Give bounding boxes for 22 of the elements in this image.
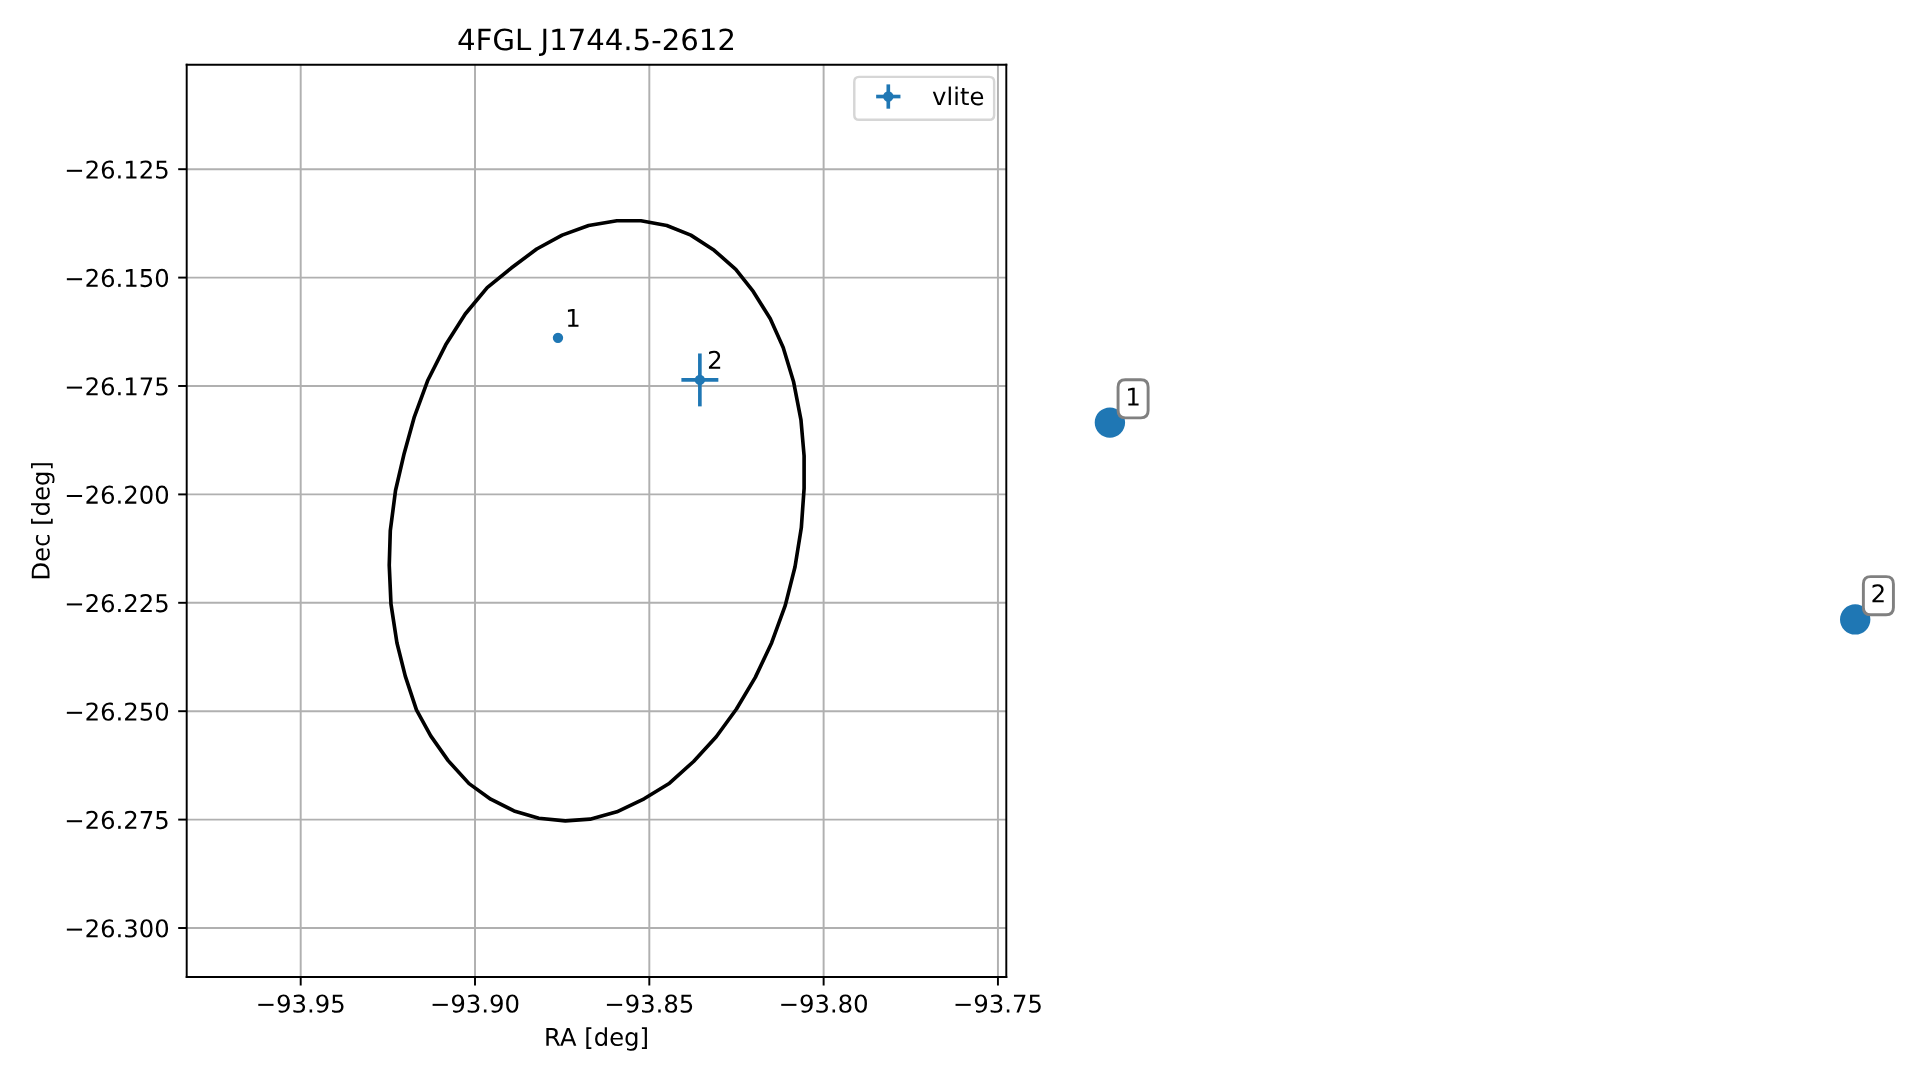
text: 1 [1128, 387, 1139, 406]
annotation: 1 [567, 309, 579, 327]
x-tick-label: −93.80 [781, 994, 867, 1013]
x-tick-label: −93.90 [432, 994, 519, 1013]
text: 2 [1872, 584, 1884, 603]
x-axis-title: RA [deg] [546, 1027, 647, 1051]
y-tick-label: −26.225 [66, 594, 168, 613]
x-tick-label: −93.75 [955, 994, 1041, 1013]
y-tick-label: −26.275 [66, 810, 168, 830]
y-axis-title: Dec [deg] [31, 463, 55, 579]
x-tick-label: −93.85 [606, 994, 693, 1013]
line-series [387, 218, 806, 823]
legend-label: vlite [932, 86, 984, 106]
y-tick-label: −26.175 [66, 377, 168, 396]
y-tick-label: −26.125 [66, 160, 168, 179]
chart-title: 4FGL J1744.5-2612 [458, 28, 734, 56]
y-tick-label: −26.300 [66, 919, 169, 938]
y-tick-label: −26.250 [66, 702, 169, 721]
y-tick-label: −26.200 [66, 485, 169, 504]
annotation: 2 [708, 350, 721, 369]
x-tick-label: −93.95 [258, 994, 344, 1013]
y-tick-label: −26.150 [66, 268, 169, 288]
